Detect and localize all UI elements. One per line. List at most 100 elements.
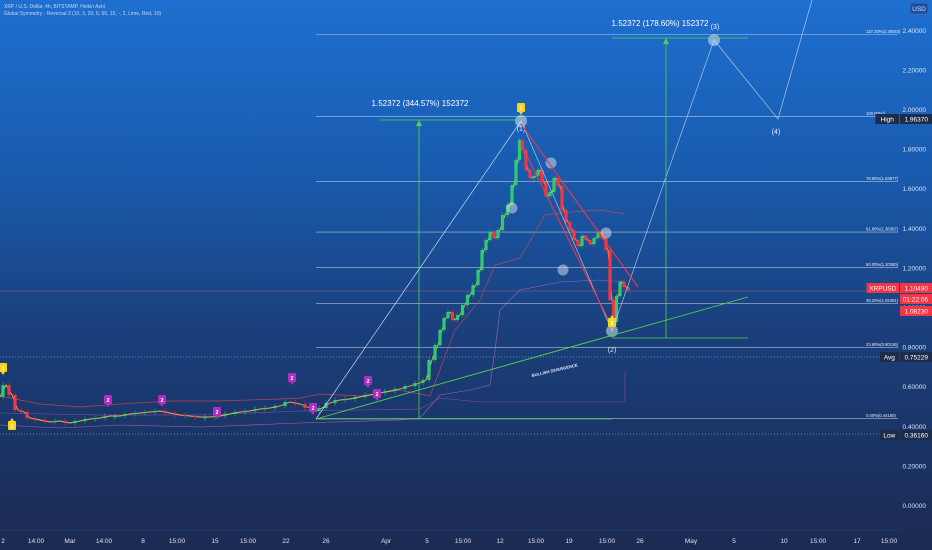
marker-label: 1 [11,424,14,430]
candle-body [552,178,556,192]
marker-pointer [311,412,315,415]
candle-body [324,403,328,408]
candle-body [43,420,47,422]
wave-label: (2) [608,347,617,354]
marker-box [517,103,525,112]
wave-label: (3) [711,24,720,31]
marker-label: 2 [107,398,110,404]
price-tag-value: 01:22:06 [903,296,929,303]
candle-body [520,140,525,150]
time-tick-label: 15:00 [599,538,616,545]
marker-label: 2 [312,406,315,412]
candle-body [103,416,107,418]
price-tag-countdown: 01:22:06 [900,294,932,304]
price-tag-box [900,306,932,316]
candle-body [548,192,552,196]
candle-body [333,400,337,403]
price-tag-low-of-bar: 1.08230 [900,306,932,316]
fib-level-label: 38.20%(1.02391) [866,298,899,303]
price-tag-value: 0.75229 [905,354,929,361]
pattern-marker: 2 [288,373,296,385]
time-tick-label: 15 [211,538,219,545]
candle-body [427,360,431,380]
candle-body [25,412,29,418]
y-tick-label: 0.60000 [903,384,927,391]
marker-pointer [1,372,5,375]
time-tick-label: 15:00 [528,538,545,545]
candle-body [273,406,277,408]
price-tag-name: Low [883,432,895,439]
price-tag-high: High 1.96370 [875,114,932,124]
time-tick-label: 15:00 [810,538,827,545]
candle-body [33,418,37,420]
pattern-marker: 2 [104,395,112,407]
candle-body [476,270,480,285]
candle-body [536,170,540,176]
candle-body [413,383,417,386]
price-tag-xrpusd: XRPUSD 1.10490 [866,283,932,293]
time-tick-label: 10 [780,538,788,545]
legend-indicator: Global Symmetry - Reversal 3 (10, 3, 20,… [4,11,161,17]
candle-body [471,285,475,295]
pattern-marker: 2 [373,389,381,401]
time-tick-label: May [685,538,698,545]
marker-box [158,395,166,404]
candle-body [517,140,522,160]
candle-body [496,230,500,238]
divergence-annotation: BULLISH DIVERGENCE [531,362,578,377]
candle-body [584,236,588,240]
candle-body [611,300,616,322]
price-tag-name-box [875,114,899,124]
candle-body [460,305,465,315]
marker-pointer [519,112,523,115]
candle-body [243,411,247,413]
moving-average-line [0,139,631,424]
fib-level-label: 23.60%(0.80136) [866,342,899,347]
candle-body [596,232,600,238]
candle-body [263,408,267,410]
marker-label: 2 [376,392,379,398]
candle-body [544,182,548,196]
candle-body [608,250,612,300]
currency-button[interactable]: USD [909,2,929,15]
time-tick-label: 17 [853,538,861,545]
drawing-overlays: 1.52372 (344.57%) 152372 1.52372 (178.60%… [315,19,749,420]
candle-body [143,412,147,414]
marker-pointer [215,416,219,419]
candle-body [283,402,287,406]
candle-body [465,295,470,305]
measurement-label: 1.52372 (344.57%) 152372 [372,99,470,108]
marker-label: 2 [291,376,294,382]
time-tick-label: 22 [282,538,290,545]
marker-label: 2 [367,379,370,385]
pattern-marker: 1 [0,363,7,375]
y-tick-label: 2.00000 [903,107,927,114]
channel-lower-line [520,143,613,328]
price-tag-value: 1.08230 [905,308,929,315]
candle-body [293,402,297,404]
candle-body [1,385,5,397]
marker-pointer [106,404,110,407]
grid [0,290,900,435]
candle-body [393,389,397,391]
y-tick-label: 0.20000 [903,463,927,470]
time-tick-label: 12 [496,538,504,545]
candle-body [63,421,67,423]
candle-body [588,240,592,244]
pattern-marker: 2 [608,315,616,327]
time-tick-label: 5 [425,538,429,545]
fib-level-label: 100.00%() [866,111,886,116]
candle-body [576,240,580,246]
wave-label: (1) [517,126,526,133]
candle-body [484,240,488,250]
y-tick-label: 1.40000 [903,226,927,233]
marker-box [288,373,296,382]
fib-level-label: 50.00%(1.20380) [866,262,899,267]
candle-body [173,413,177,415]
price-tag-name-box [879,352,899,362]
candle-body [317,408,321,411]
price-tag-value: 0.36160 [905,432,929,439]
candle-body [438,330,442,345]
